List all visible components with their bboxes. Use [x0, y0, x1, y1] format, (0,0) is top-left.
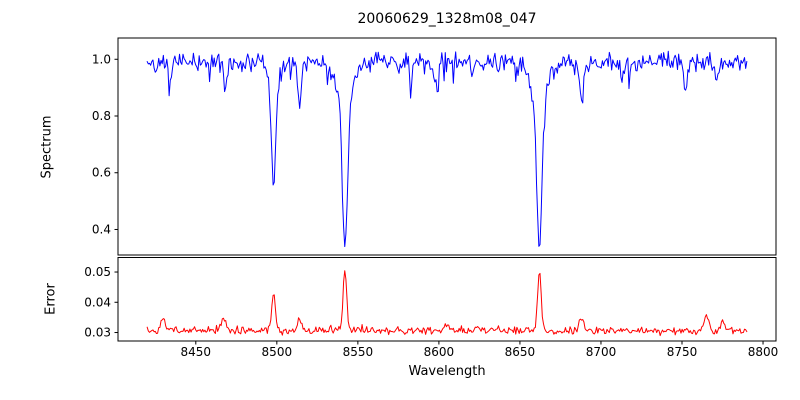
y-tick-label: 0.04 [84, 295, 111, 309]
spectrum-axes-border [117, 37, 777, 256]
x-axis-label: Wavelength [408, 364, 486, 379]
x-tick-label: 8600 [424, 345, 455, 359]
x-tick-label: 8550 [343, 345, 374, 359]
y-tick-label: 0.8 [92, 109, 111, 123]
y-tick-label: 0.03 [84, 326, 111, 340]
y-tick-label: 0.05 [84, 265, 111, 279]
ticks-layer: 8450 8500 8550 8600 8650 8700 8750 8800 0.4 0.6 0.… [84, 52, 778, 359]
x-tick-label: 8650 [505, 345, 536, 359]
chart-title: 20060629_1328m08_047 [357, 11, 537, 27]
x-tick-label: 8500 [262, 345, 293, 359]
y-tick-label: 0.6 [92, 166, 111, 180]
y-tick-label: 1.0 [92, 52, 111, 66]
y-tick-label: 0.4 [92, 222, 111, 236]
x-tick-label: 8750 [667, 345, 698, 359]
x-tick-label: 8800 [748, 345, 779, 359]
x-tick-label: 8700 [586, 345, 617, 359]
x-tick-label: 8450 [181, 345, 212, 359]
spectrum-line [146, 50, 748, 248]
error-line [146, 270, 748, 337]
error-axes-border [117, 257, 777, 342]
